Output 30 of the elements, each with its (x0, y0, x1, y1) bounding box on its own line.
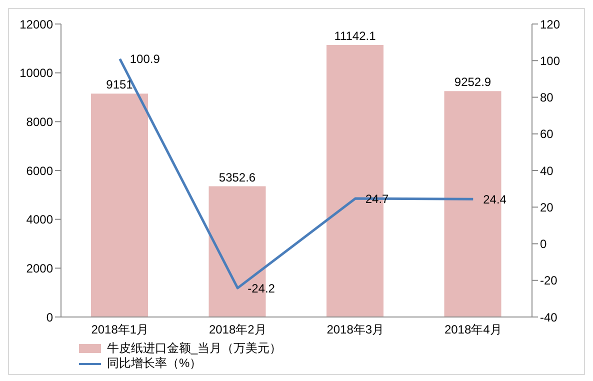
y2-tick-label: 0 (540, 237, 547, 252)
y2-tick-label: 60 (540, 127, 554, 142)
x-tick-label: 2018年3月 (326, 322, 384, 337)
y2-tick-label: 40 (540, 164, 554, 178)
legend-label: 同比增长率（%） (107, 356, 202, 371)
y2-tick-label: -20 (540, 274, 558, 288)
x-tick-label: 2018年4月 (444, 322, 502, 337)
legend-label: 牛皮纸进口金额_当月（万美元） (107, 341, 282, 356)
data-label: 9151 (106, 78, 134, 92)
y2-tick-label: 20 (540, 200, 554, 214)
y2-tick-label: 80 (540, 90, 554, 105)
x-tick-label: 2018年2月 (208, 322, 266, 337)
data-label: 24.4 (483, 192, 507, 206)
y-tick-label: 10000 (20, 66, 54, 80)
y-tick-label: 8000 (26, 114, 54, 129)
data-label: 100.9 (130, 52, 160, 66)
data-label: -24.2 (248, 281, 276, 296)
y-tick-label: 6000 (26, 164, 54, 178)
y2-tick-label: -40 (540, 310, 558, 324)
y-tick-label: 0 (46, 310, 54, 324)
data-label: 9252.9 (454, 75, 492, 90)
data-label: 5352.6 (218, 170, 256, 184)
y-tick-label: 12000 (20, 17, 54, 32)
bar (91, 94, 148, 317)
y2-tick-label: 120 (540, 17, 560, 32)
y-tick-label: 2000 (26, 261, 54, 276)
data-label: 11142.1 (334, 28, 376, 43)
y-tick-label: 4000 (26, 212, 54, 227)
x-tick-label: 2018年1月 (91, 322, 149, 337)
y2-tick-label: 100 (540, 54, 560, 68)
